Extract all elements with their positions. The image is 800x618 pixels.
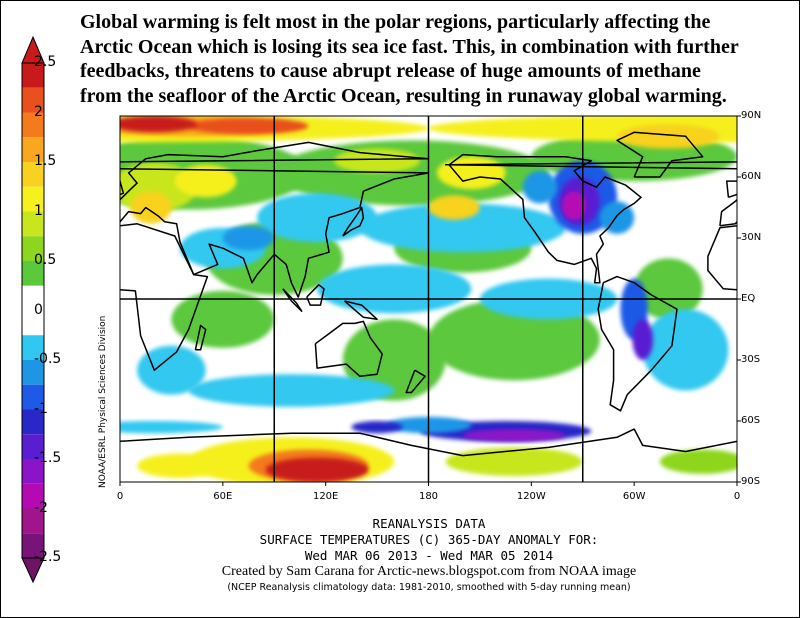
coastline-africa [707, 225, 737, 291]
colorbar-tick-label: -2.5 [34, 549, 62, 565]
anomaly-contour [188, 374, 395, 407]
anomaly-contour [137, 345, 206, 395]
coastline-antarctica [120, 428, 737, 457]
longitude-label: 120W [516, 491, 546, 502]
caption-reanalysis: REANALYSIS DATA [372, 516, 486, 531]
colorbar-tick-label: 1 [34, 202, 43, 219]
latitude-label: 30S [741, 354, 761, 365]
colorbar-tick-label: 1.5 [34, 153, 57, 169]
anomaly-contour [137, 453, 223, 478]
map-border [119, 115, 738, 483]
coastline-north-america [448, 153, 642, 284]
colorbar-outline [21, 62, 45, 559]
colorbar-tick-label: -0.5 [34, 351, 62, 367]
longitude-label: 0 [733, 491, 741, 502]
anomaly-contour [120, 421, 223, 434]
coastline-greenland [616, 131, 704, 178]
colorbar-band [22, 409, 44, 435]
anomaly-contour [188, 118, 309, 135]
colorbar-tick-label: 2 [34, 103, 43, 120]
anomaly-contour [359, 203, 566, 253]
map-gridlines [119, 115, 741, 486]
coastline-madagascar [194, 324, 207, 351]
anomaly-contour [634, 258, 703, 320]
colorbar-tick-label: -2 [34, 499, 48, 516]
coastline-eurasia [120, 141, 430, 298]
anomaly-contour [265, 457, 369, 482]
colorbar-tick-label: 2.5 [34, 54, 57, 70]
latitude-label: EQ [741, 293, 756, 304]
latitude-label: 30N [741, 232, 762, 243]
colorbar-band [22, 186, 44, 212]
latitude-label: 90N [741, 110, 762, 121]
colorbar-band [22, 162, 44, 187]
longitude-label: 120E [312, 491, 339, 502]
anomaly-contour [562, 191, 587, 220]
caption-date-range: Wed MAR 06 2013 - Wed MAR 05 2014 [304, 548, 554, 563]
colorbar-band [22, 285, 44, 336]
colorbar-band [22, 137, 44, 162]
anomaly-contour [334, 148, 420, 173]
anomaly-contour [351, 421, 403, 434]
coastline-japan [342, 206, 365, 237]
coastlines [120, 131, 737, 457]
anomaly-contour [462, 429, 566, 442]
coastline-south-america [597, 275, 678, 412]
anomaly-contour [599, 201, 635, 234]
latitude-label: 60S [741, 415, 761, 426]
colorbar-band [22, 87, 44, 113]
anomaly-contour [632, 319, 654, 360]
colorbar-band [22, 533, 44, 558]
colorbar-band [22, 483, 44, 509]
longitude-label: 0 [116, 491, 124, 502]
colorbar-band [22, 508, 44, 534]
caption-climatology-note: (NCEP Reanalysis climatology data: 1981-… [227, 582, 631, 593]
anomaly-contour [130, 191, 172, 224]
anomaly-contour [437, 156, 506, 190]
latitude-label: 60N [741, 171, 762, 182]
headline-text: Global warming is felt most in the polar… [80, 11, 739, 107]
latitude-label: 90S [741, 476, 761, 487]
anomaly-contour [428, 299, 600, 381]
coastline-australia [314, 320, 383, 378]
colorbar-tick-label: -1.5 [34, 450, 62, 466]
colorbar-band [22, 335, 44, 360]
anomaly-contour [257, 193, 378, 243]
colorbar-band [22, 236, 44, 261]
colorbar-band [22, 211, 44, 237]
anomaly-contour [659, 449, 737, 474]
anomaly-contour [617, 124, 720, 149]
colorbar-band [22, 360, 44, 385]
anomaly-contour [317, 264, 472, 314]
anomaly-contour [222, 225, 275, 251]
coastline-new-zealand [405, 369, 426, 394]
anomaly-contour [428, 195, 480, 220]
coastline-africa [120, 223, 209, 371]
colorbar-band [22, 63, 44, 88]
coastline-borneo [306, 284, 325, 306]
colorbar-band [22, 459, 44, 484]
caption-surface-temperatures: SURFACE TEMPERATURES (C) 365-DAY ANOMALY… [259, 532, 599, 547]
colorbar-tick-label: 0 [34, 301, 43, 318]
coastline-uk [725, 180, 737, 199]
anomaly-contour [174, 164, 237, 198]
side-credit: NOAA/ESRL Physical Sciences Division [98, 315, 108, 488]
anomaly-contour [642, 309, 729, 391]
caption-credit: Created by Sam Carana for Arctic-news.bl… [221, 564, 637, 579]
anomaly-contour [120, 116, 198, 133]
colorbar-band [22, 261, 44, 286]
coastline-new-guinea [344, 300, 378, 321]
longitude-label: 60E [213, 491, 233, 502]
colorbar-band [22, 384, 44, 410]
colorbar-tick-label: 0.5 [34, 252, 57, 268]
colorbar-tick-label: -1 [34, 400, 48, 417]
longitude-label: 60W [622, 491, 646, 502]
longitude-label: 180 [418, 491, 439, 502]
colorbar-band [22, 112, 44, 138]
anomaly-contour [522, 170, 558, 204]
colorbar-band [22, 434, 44, 459]
anomaly-contour [445, 447, 583, 476]
